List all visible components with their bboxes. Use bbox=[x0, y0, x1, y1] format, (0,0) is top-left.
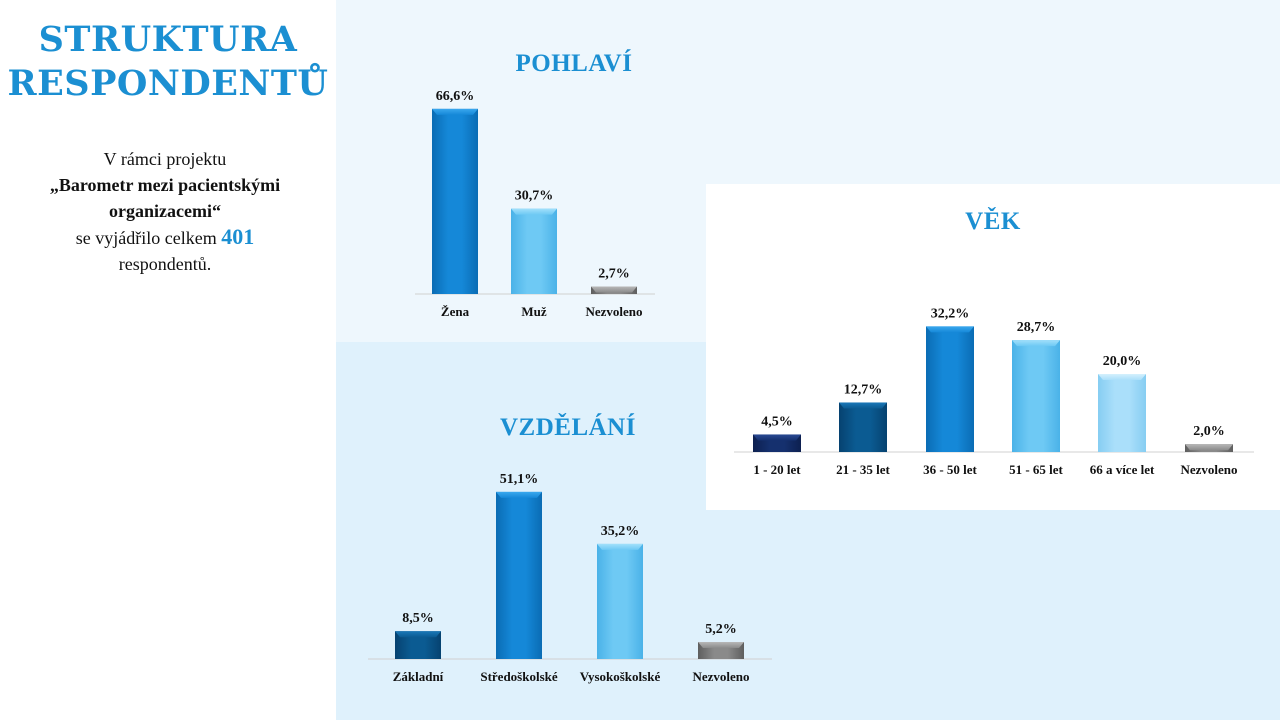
education-bar-3 bbox=[698, 641, 744, 659]
page-title-line2: RESPONDENTŮ bbox=[7, 63, 329, 104]
education-bar-cap-2 bbox=[597, 543, 643, 550]
intro-line4: se vyjádřilo celkem 401 bbox=[0, 224, 330, 251]
age-chart-title: VĚK bbox=[965, 208, 1021, 235]
age-bar-cap-4 bbox=[1098, 374, 1146, 380]
age-bar-body-2 bbox=[926, 326, 974, 452]
age-bar-4 bbox=[1098, 374, 1146, 452]
intro-line3: organizacemi“ bbox=[109, 201, 221, 221]
left-panel: STRUKTURA RESPONDENTŮ V rámci projektu „… bbox=[0, 0, 336, 720]
education-bar-1 bbox=[496, 491, 542, 659]
education-chart-title: VZDĚLÁNÍ bbox=[500, 414, 636, 441]
gender-bar-cap-2 bbox=[591, 286, 637, 293]
age-category-label-1: 21 - 35 let bbox=[836, 462, 890, 477]
age-bar-cap-1 bbox=[839, 402, 887, 409]
age-bar-body-4 bbox=[1098, 374, 1146, 452]
intro-line4-prefix: se vyjádřilo celkem bbox=[75, 228, 217, 248]
age-value-label-5: 2,0% bbox=[1193, 424, 1225, 439]
age-panel bbox=[706, 184, 1280, 510]
gender-bar-body-1 bbox=[511, 208, 557, 294]
education-value-label-1: 51,1% bbox=[500, 472, 539, 487]
gender-value-label-0: 66,6% bbox=[436, 89, 475, 104]
intro-line2: „Barometr mezi pacientskými bbox=[49, 175, 281, 195]
gender-bar-0 bbox=[432, 108, 478, 295]
gender-bar-cap-0 bbox=[432, 108, 478, 115]
gender-chart-title: POHLAVÍ bbox=[515, 50, 633, 77]
age-bar-3 bbox=[1012, 340, 1060, 452]
age-category-label-2: 36 - 50 let bbox=[923, 462, 977, 477]
age-bar-cap-3 bbox=[1012, 340, 1060, 347]
age-value-label-4: 20,0% bbox=[1103, 354, 1142, 369]
age-bar-cap-5 bbox=[1185, 444, 1233, 451]
gender-category-label-1: Muž bbox=[521, 304, 547, 319]
education-bar-cap-1 bbox=[496, 491, 542, 498]
education-value-label-0: 8,5% bbox=[402, 611, 434, 626]
intro-line1: V rámci projektu bbox=[103, 149, 227, 169]
age-bar-body-1 bbox=[839, 402, 887, 452]
age-bar-cap-2 bbox=[926, 326, 974, 333]
gender-bar-body-0 bbox=[432, 108, 478, 295]
age-category-label-5: Nezvoleno bbox=[1180, 462, 1237, 477]
age-bar-body-3 bbox=[1012, 340, 1060, 452]
age-bar-1 bbox=[839, 402, 887, 452]
education-category-label-1: Středoškolské bbox=[480, 669, 558, 684]
age-bar-2 bbox=[926, 326, 974, 452]
education-value-label-2: 35,2% bbox=[601, 524, 640, 539]
gender-bar-cap-1 bbox=[511, 208, 557, 215]
age-value-label-0: 4,5% bbox=[761, 414, 793, 429]
gender-category-label-2: Nezvoleno bbox=[585, 304, 642, 319]
education-bar-0 bbox=[395, 631, 441, 659]
gender-value-label-1: 30,7% bbox=[515, 189, 554, 204]
age-bar-5 bbox=[1185, 444, 1233, 452]
education-value-label-3: 5,2% bbox=[705, 622, 737, 637]
intro-text: V rámci projektu „Barometr mezi pacients… bbox=[0, 146, 330, 277]
education-bar-2 bbox=[597, 543, 643, 659]
page-title-line1: STRUKTURA bbox=[38, 19, 298, 60]
education-bar-cap-3 bbox=[698, 641, 744, 648]
gender-category-label-0: Žena bbox=[441, 304, 470, 319]
gender-bar-1 bbox=[511, 208, 557, 294]
education-category-label-0: Základní bbox=[393, 669, 444, 684]
education-bar-body-2 bbox=[597, 543, 643, 659]
intro-line5: respondentů. bbox=[118, 254, 212, 274]
page-title: STRUKTURA RESPONDENTŮ bbox=[0, 18, 336, 106]
age-bar-0 bbox=[753, 434, 801, 452]
age-value-label-2: 32,2% bbox=[931, 306, 970, 321]
education-category-label-3: Nezvoleno bbox=[692, 669, 749, 684]
education-bar-body-1 bbox=[496, 491, 542, 659]
respondent-count: 401 bbox=[221, 224, 255, 249]
age-value-label-3: 28,7% bbox=[1017, 320, 1056, 335]
education-bar-cap-0 bbox=[395, 631, 441, 638]
age-category-label-4: 66 a více let bbox=[1090, 462, 1155, 477]
education-category-label-2: Vysokoškolské bbox=[580, 669, 661, 684]
age-category-label-3: 51 - 65 let bbox=[1009, 462, 1063, 477]
gender-value-label-2: 2,7% bbox=[598, 266, 630, 281]
gender-bar-2 bbox=[591, 286, 637, 294]
age-bar-cap-0 bbox=[753, 434, 801, 441]
age-value-label-1: 12,7% bbox=[844, 382, 883, 397]
age-category-label-0: 1 - 20 let bbox=[753, 462, 801, 477]
